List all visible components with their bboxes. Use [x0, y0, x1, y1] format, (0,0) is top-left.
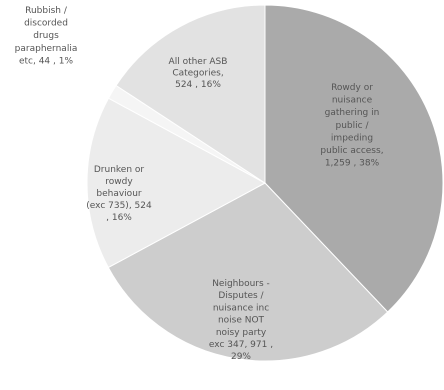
slice-label-1-line: Rowdy or — [331, 83, 373, 93]
slice-label-4-line: Rubbish / — [25, 6, 68, 16]
slice-label-4-line: drugs — [33, 31, 59, 41]
slice-label-3-line: Drunken or — [94, 165, 145, 175]
slice-label-1-line: public / — [336, 121, 370, 131]
slice-label-1-line: impeding — [331, 133, 373, 143]
slice-label-2-line: 29% — [231, 352, 251, 362]
pie-slice-1 — [264, 4, 444, 313]
slice-label-1-line: gathering in — [325, 108, 380, 118]
slice-label-5-line: Categories, — [172, 68, 223, 78]
slice-label-3-line: behaviour — [96, 189, 142, 199]
slice-label-2-line: noisy party — [216, 328, 267, 338]
slice-label-3-line: (exc 735), 524 — [86, 201, 152, 211]
slice-label-5: All other ASB Categories, 524 , 16% — [169, 57, 228, 90]
slice-label-2-line: noise NOT — [218, 316, 265, 326]
slice-label-1-line: 1,259 , 38% — [325, 159, 380, 169]
slice-label-1-line: public access, — [320, 146, 383, 156]
slice-label-3: Drunken or rowdy behaviour (exc 735), 524 , … — [86, 165, 152, 223]
slice-label-2-line: nuisance inc — [213, 303, 269, 313]
pie-slice-2 — [107, 182, 389, 362]
slice-label-2-line: Disputes / — [218, 291, 264, 301]
slice-label-4-line: paraphernalia — [15, 44, 78, 54]
slice-label-2-line: Neighbours - — [212, 279, 270, 289]
slice-label-4: Rubbish / discorded drugs paraphernalia etc,… — [15, 6, 78, 66]
slice-label-2-line: exc 347, 971 , — [209, 340, 273, 350]
pie-slice-5 — [115, 4, 266, 184]
slice-label-4-line: etc, 44 , 1% — [19, 56, 73, 66]
pie-slice-3 — [86, 97, 267, 269]
slice-label-4-line: discorded — [24, 19, 68, 29]
slice-label-5-line: 524 , 16% — [175, 80, 221, 90]
slice-label-2: Neighbours - Disputes / nuisance inc noise … — [209, 279, 273, 362]
slice-label-3-line: rowdy — [105, 177, 133, 187]
slice-label-1-line: nuisance — [332, 96, 373, 106]
slice-label-5-line: All other ASB — [169, 57, 228, 67]
slice-label-3-line: , 16% — [106, 213, 132, 223]
slice-label-1: Rowdy or nuisance gathering in public / impe… — [320, 83, 383, 169]
